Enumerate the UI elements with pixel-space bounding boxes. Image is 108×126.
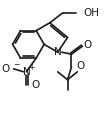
Text: N: N xyxy=(23,67,30,77)
Text: O: O xyxy=(31,80,40,90)
Text: OH: OH xyxy=(83,8,99,18)
Text: N: N xyxy=(54,47,62,57)
Text: O: O xyxy=(76,61,85,71)
Text: −: − xyxy=(13,60,20,69)
Text: +: + xyxy=(28,63,34,72)
Text: O: O xyxy=(83,40,91,50)
Text: O: O xyxy=(1,64,10,74)
